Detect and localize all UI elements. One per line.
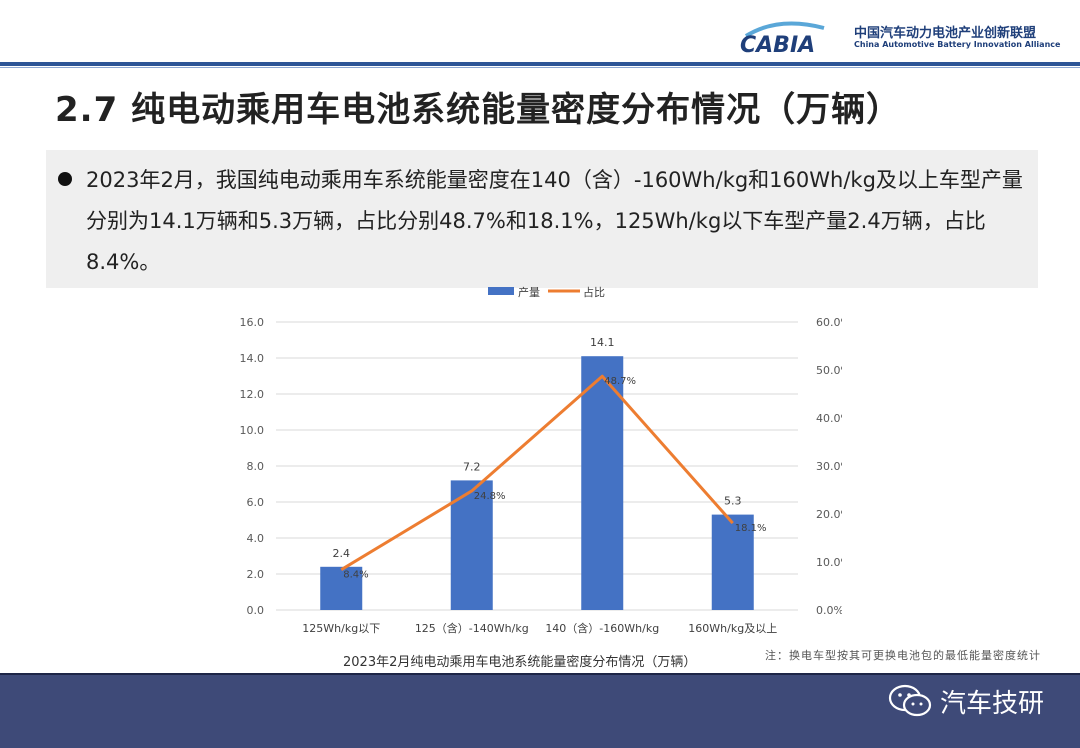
note-text: 注：换电车型按其可更换电池包的最低能量密度统计 bbox=[765, 649, 1041, 662]
y-left-tick-label: 14.0 bbox=[240, 352, 265, 365]
y-right-tick-label: 0.0% bbox=[816, 604, 842, 617]
brand-name: 汽车技研 bbox=[940, 688, 1045, 719]
bar-data-label: 7.2 bbox=[463, 460, 481, 473]
line-series bbox=[340, 374, 734, 571]
y-right-tick-label: 10.0% bbox=[816, 556, 842, 569]
legend-bar-swatch bbox=[488, 287, 514, 295]
line-data-label: 48.7% bbox=[604, 376, 636, 387]
summary-box: 2023年2月，我国纯电动乘用车系统能量密度在140（含）-160Wh/kg和1… bbox=[46, 150, 1038, 288]
logo: CABIA 中国汽车动力电池产业创新联盟 China Automotive Ba… bbox=[738, 14, 1068, 58]
x-tick-label: 125（含）-140Wh/kg bbox=[415, 621, 529, 635]
bar-data-label: 2.4 bbox=[333, 547, 351, 560]
y-right-tick-label: 30.0% bbox=[816, 460, 842, 473]
header-rule bbox=[0, 62, 1080, 66]
bar bbox=[711, 514, 754, 610]
y-left-tick-label: 10.0 bbox=[240, 424, 265, 437]
y-left-tick-label: 4.0 bbox=[247, 532, 265, 545]
line-data-label: 18.1% bbox=[735, 523, 767, 534]
legend-bar-label: 产量 bbox=[518, 285, 540, 299]
x-tick-label: 140（含）-160Wh/kg bbox=[545, 621, 659, 635]
y-left-tick-label: 2.0 bbox=[247, 568, 265, 581]
logo-mark-text: CABIA bbox=[740, 33, 815, 58]
bar-data-label: 14.1 bbox=[590, 336, 615, 349]
logo-cn-text: 中国汽车动力电池产业创新联盟 bbox=[854, 26, 1037, 41]
wechat-icon bbox=[888, 684, 932, 717]
cabia-logo-icon: CABIA bbox=[740, 21, 825, 58]
y-left-tick-label: 8.0 bbox=[247, 460, 265, 473]
y-left-tick-label: 12.0 bbox=[240, 388, 265, 401]
y-right-tick-label: 40.0% bbox=[816, 412, 842, 425]
bar bbox=[320, 566, 363, 610]
legend-line-label: 占比 bbox=[583, 285, 605, 299]
header-rule-thin bbox=[0, 67, 1080, 68]
bar bbox=[450, 480, 493, 610]
page-title: 2.7 纯电动乘用车电池系统能量密度分布情况（万辆） bbox=[55, 90, 902, 130]
chart-title: 2023年2月纯电动乘用车电池系统能量密度分布情况（万辆） bbox=[343, 655, 697, 670]
x-tick-label: 160Wh/kg及以上 bbox=[688, 622, 777, 635]
bar bbox=[581, 356, 624, 610]
y-right-tick-label: 60.0% bbox=[816, 316, 842, 329]
y-left-tick-label: 0.0 bbox=[247, 604, 265, 617]
y-left-tick-label: 16.0 bbox=[240, 316, 265, 329]
line-data-label: 24.8% bbox=[474, 491, 506, 502]
brand: 汽车技研 bbox=[888, 682, 1044, 720]
y-right-tick-label: 20.0% bbox=[816, 508, 842, 521]
chart: 0.0 2.0 4.0 6.0 8.0 10.0 12.0 14.0 16.0 0.0% 10.0%… bbox=[222, 284, 851, 674]
bullet-icon bbox=[58, 172, 72, 186]
y-right-tick-label: 50.0% bbox=[816, 364, 842, 377]
bar-data-label: 5.3 bbox=[724, 495, 742, 508]
footer-rule bbox=[0, 673, 1080, 675]
y-left-tick-label: 6.0 bbox=[247, 496, 265, 509]
summary-text: 2023年2月，我国纯电动乘用车系统能量密度在140（含）-160Wh/kg和1… bbox=[86, 168, 1023, 274]
line-data-label: 8.4% bbox=[343, 570, 368, 581]
logo-en-text: China Automotive Battery Innovation Alli… bbox=[854, 40, 1061, 49]
chart-svg: 0.0 2.0 4.0 6.0 8.0 10.0 12.0 14.0 16.0 0.0% 10.0%… bbox=[240, 285, 851, 635]
x-tick-label: 125Wh/kg以下 bbox=[302, 622, 380, 635]
